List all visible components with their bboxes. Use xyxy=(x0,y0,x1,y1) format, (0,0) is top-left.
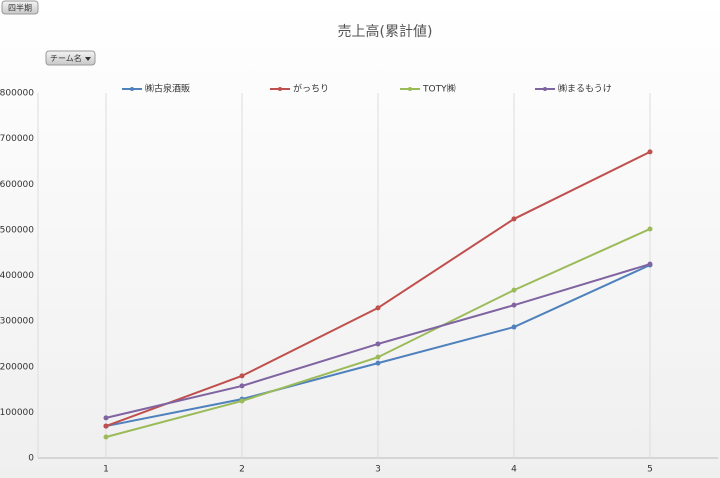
legend-label: TOTY㈱ xyxy=(422,83,456,95)
chart-title: 売上高(累計値) xyxy=(338,23,433,40)
data-point xyxy=(103,415,109,421)
data-point xyxy=(375,360,381,366)
legend-marker xyxy=(278,87,282,91)
button-label: 四半期 xyxy=(8,3,32,13)
y-tick-label: 500000 xyxy=(0,225,34,235)
data-point xyxy=(103,423,109,429)
y-tick-label: 100000 xyxy=(0,408,34,418)
x-tick-label: 2 xyxy=(239,465,245,475)
y-tick-label: 800000 xyxy=(0,89,34,99)
data-point xyxy=(375,305,381,311)
dropdown-arrow xyxy=(85,57,91,61)
data-point xyxy=(103,434,109,440)
data-point xyxy=(511,324,517,330)
button-label: チーム名 xyxy=(50,53,82,63)
data-point xyxy=(239,398,245,404)
field-button[interactable]: 四半期 xyxy=(1,0,39,15)
x-tick-label: 5 xyxy=(647,465,653,475)
y-tick-label: 0 xyxy=(28,454,34,464)
x-tick-label: 1 xyxy=(103,465,109,475)
legend-marker xyxy=(543,87,547,91)
data-point xyxy=(511,287,517,293)
y-tick-label: 200000 xyxy=(0,362,34,372)
data-point xyxy=(239,373,245,379)
legend-label: がっちり xyxy=(293,83,329,95)
data-point xyxy=(647,149,653,155)
data-point xyxy=(375,354,381,360)
legend-marker xyxy=(408,87,412,91)
data-point xyxy=(239,383,245,389)
data-point xyxy=(647,226,653,232)
data-point xyxy=(511,302,517,308)
button-frame xyxy=(45,50,96,66)
data-point xyxy=(375,341,381,347)
legend-label: ㈱まるもうけ xyxy=(558,83,612,95)
button-frame xyxy=(1,0,39,15)
y-tick-label: 400000 xyxy=(0,271,34,281)
legend-marker xyxy=(130,87,134,91)
data-point xyxy=(511,216,517,222)
x-tick-label: 4 xyxy=(511,465,517,475)
legend-label: ㈱古泉酒販 xyxy=(145,83,190,95)
y-tick-label: 700000 xyxy=(0,134,34,144)
y-tick-label: 300000 xyxy=(0,317,34,327)
field-dropdown[interactable]: チーム名 xyxy=(45,50,96,66)
data-point xyxy=(647,261,653,267)
x-tick-label: 3 xyxy=(375,465,381,475)
y-tick-label: 600000 xyxy=(0,180,34,190)
